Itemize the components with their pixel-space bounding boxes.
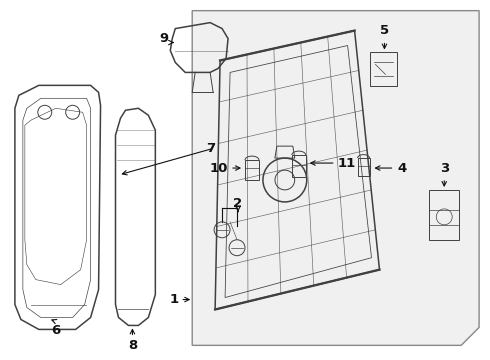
Text: 2: 2 <box>233 197 243 210</box>
Text: 4: 4 <box>397 162 407 175</box>
Text: 11: 11 <box>338 157 356 170</box>
Bar <box>429 190 459 240</box>
Bar <box>358 158 369 176</box>
Polygon shape <box>192 11 479 345</box>
Text: 1: 1 <box>169 293 178 306</box>
Text: 6: 6 <box>51 324 60 337</box>
Text: 7: 7 <box>206 141 215 155</box>
Text: 10: 10 <box>210 162 228 175</box>
Text: 9: 9 <box>159 32 168 45</box>
Text: 3: 3 <box>440 162 449 175</box>
Bar <box>369 53 397 86</box>
Bar <box>245 160 259 180</box>
Bar <box>292 155 306 177</box>
Text: 5: 5 <box>380 23 389 37</box>
Text: 8: 8 <box>128 339 137 352</box>
